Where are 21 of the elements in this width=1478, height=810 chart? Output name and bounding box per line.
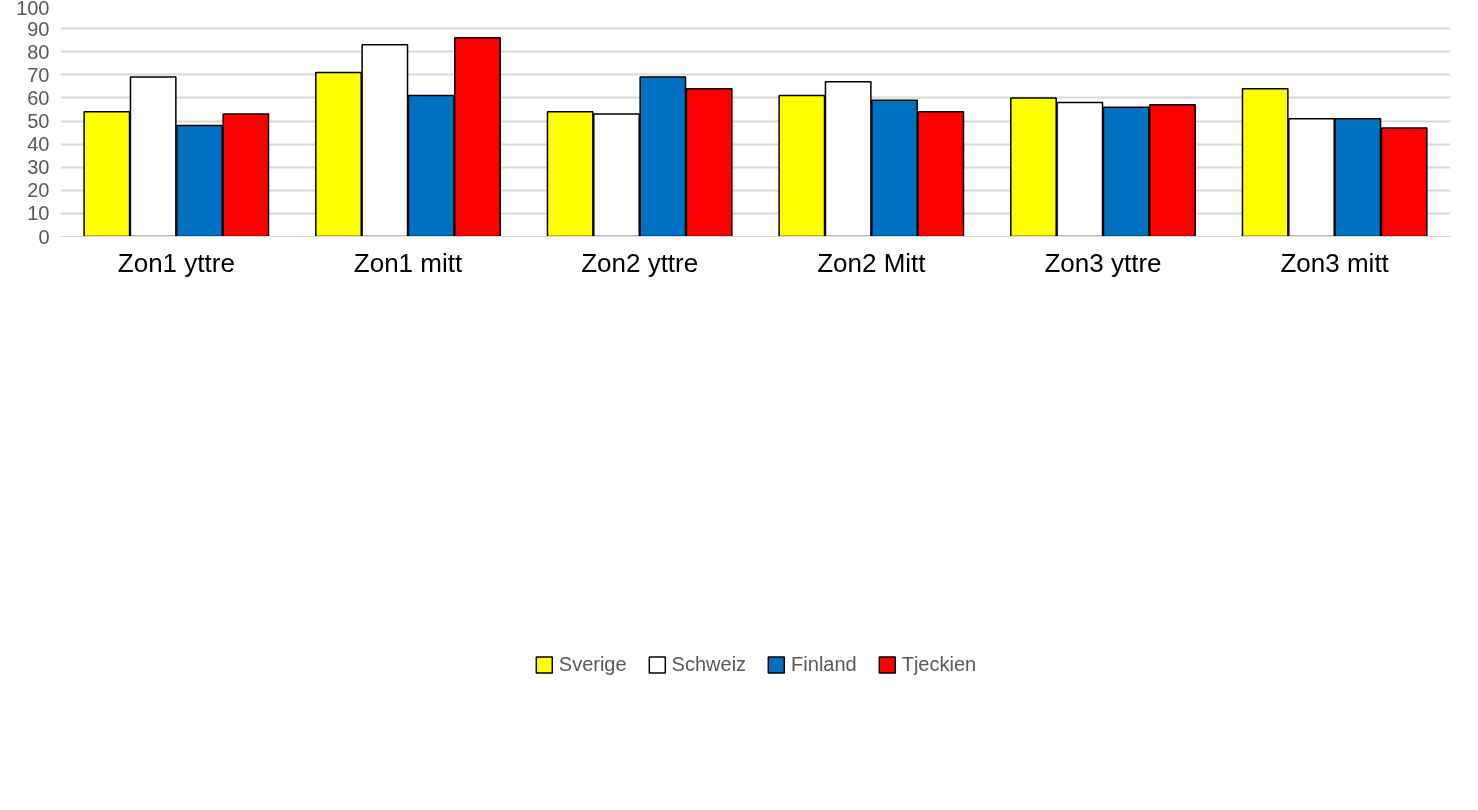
y-tick-label: 20 [27,179,50,202]
x-tick-label: Zon2 yttre [581,247,699,278]
y-tick-label: 60 [27,86,50,109]
x-tick-label: Zon3 yttre [1044,247,1162,278]
legend-label: Tjeckien [901,652,977,676]
y-tick-label: 90 [27,17,50,40]
legend-label: Finland [791,652,857,676]
x-tick-label: Zon2 Mitt [817,247,927,278]
y-tick-label: 0 [38,225,50,248]
x-tick-label: Zon1 yttre [117,247,235,278]
y-tick-label: 30 [27,156,50,179]
y-tick-label: 80 [27,40,50,63]
legend-label: Sverige [558,652,627,676]
y-tick-label: 70 [27,63,50,86]
x-tick-label: Zon1 mitt [353,247,463,278]
y-tick-label: 10 [27,202,50,225]
y-tick-label: 40 [27,133,50,156]
x-tick-label: Zon3 mitt [1280,247,1390,278]
y-tick-label: 50 [27,110,50,132]
y-tick-label: 100 [16,0,50,19]
legend-label: Schweiz [671,652,747,676]
